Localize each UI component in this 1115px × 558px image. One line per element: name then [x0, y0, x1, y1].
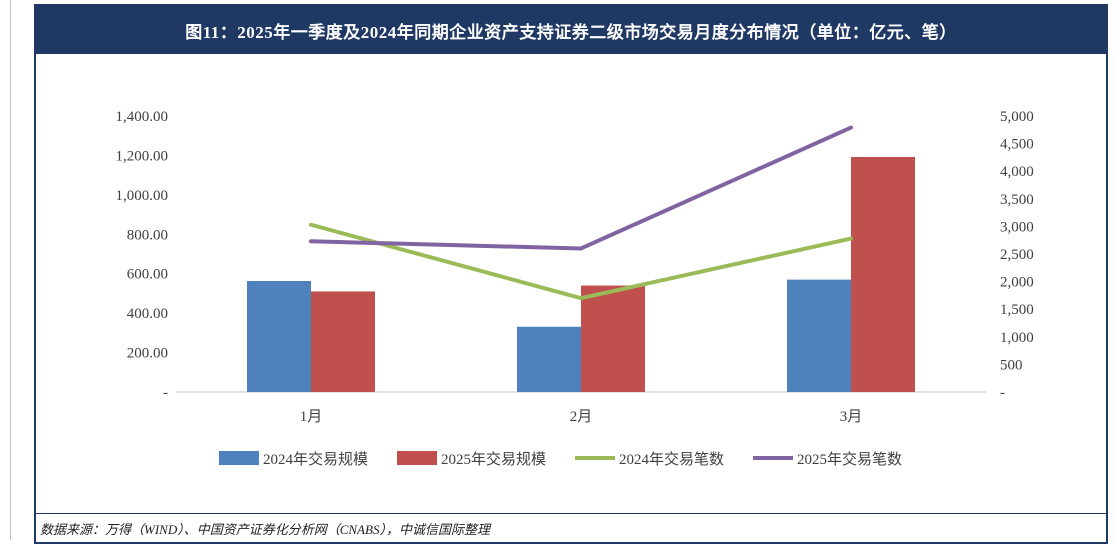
left-axis-tick-label: 200.00	[127, 346, 168, 362]
legend-swatch	[219, 451, 259, 465]
legend-swatch	[397, 451, 437, 465]
left-axis-tick-label: 400.00	[127, 306, 168, 322]
right-axis-tick-label: 4,500	[1000, 137, 1034, 153]
page-left-rule	[10, 0, 11, 540]
right-axis-tick-label: 1,000	[1000, 330, 1034, 346]
x-axis-tick-label: 3月	[840, 409, 863, 425]
right-axis-tick-label: -	[1000, 385, 1005, 401]
bar	[311, 291, 375, 392]
figure-frame: 图11：2025年一季度及2024年同期企业资产支持证券二级市场交易月度分布情况…	[34, 4, 1108, 544]
left-axis-tick-label: 600.00	[127, 267, 168, 283]
left-axis-tick-label: 800.00	[127, 227, 168, 243]
right-axis-tick-label: 2,000	[1000, 275, 1034, 291]
legend-label: 2024年交易笔数	[619, 450, 724, 468]
right-axis-tick-label: 3,000	[1000, 219, 1034, 235]
bar	[581, 285, 645, 392]
series-line	[309, 222, 853, 301]
right-axis-tick-label: 3,500	[1000, 192, 1034, 208]
source-note: 数据来源：万得（WIND）、中国资产证券化分析网（CNABS），中诚信国际整理	[36, 513, 1106, 542]
legend-label: 2024年交易规模	[263, 450, 368, 468]
bar	[517, 326, 581, 392]
left-axis-tick-label: -	[163, 385, 168, 401]
bar	[787, 279, 851, 392]
x-axis-tick-label: 2月	[570, 409, 593, 425]
series-line	[309, 125, 853, 251]
bar	[247, 281, 311, 392]
legend-label: 2025年交易笔数	[797, 450, 902, 468]
right-axis-tick-label: 5,000	[1000, 109, 1034, 125]
right-axis-tick-label: 2,500	[1000, 247, 1034, 263]
x-axis-tick-label: 1月	[300, 409, 323, 425]
combo-chart: - 200.00 400.00 600.00 800.00 1,000.00 1,200.0…	[116, 109, 1034, 468]
right-axis-tick-label: 500	[1000, 357, 1023, 373]
left-axis-tick-label: 1,000.00	[116, 188, 169, 204]
right-axis-tick-label: 1,500	[1000, 302, 1034, 318]
right-axis-tick-label: 4,000	[1000, 164, 1034, 180]
figure-title: 图11：2025年一季度及2024年同期企业资产支持证券二级市场交易月度分布情况…	[36, 6, 1106, 54]
chart-area: - 200.00 400.00 600.00 800.00 1,000.00 1,200.0…	[36, 54, 1106, 516]
left-axis-tick-label: 1,200.00	[116, 148, 169, 164]
bar	[851, 157, 915, 392]
legend-label: 2025年交易规模	[441, 450, 546, 468]
left-axis-tick-label: 1,400.00	[116, 109, 169, 125]
